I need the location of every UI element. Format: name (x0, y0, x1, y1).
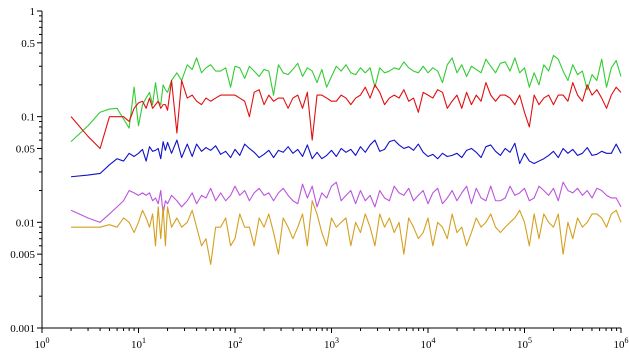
y-tick-label: 1 (30, 6, 36, 18)
x-tick-label: 101 (131, 336, 146, 351)
x-tick-label: 103 (324, 336, 339, 351)
y-tick-label: 0.001 (10, 323, 35, 335)
x-tick-label: 102 (228, 336, 243, 351)
y-tick-label: 0.1 (21, 112, 35, 124)
x-tick-label: 105 (517, 336, 532, 351)
y-tick-label: 0.5 (21, 38, 35, 50)
y-tick-label: 0.005 (10, 249, 35, 261)
series-group (70, 54, 622, 265)
series-line-5 (71, 200, 622, 265)
series-line-2 (70, 79, 622, 150)
x-ticks: 100 101 102 103 104 105 106 (35, 328, 629, 351)
y-tick-label: 0.01 (16, 217, 35, 229)
x-tick-label: 106 (614, 336, 629, 351)
series-line-3 (70, 139, 622, 178)
x-tick-label: 104 (421, 336, 436, 351)
series-line-4 (70, 181, 622, 223)
series-line-1 (70, 54, 622, 143)
y-tick-label: 0.05 (16, 143, 36, 155)
x-tick-label: 100 (35, 336, 50, 351)
y-ticks: 0.001 0.005 0.01 0.05 0.1 0.5 1 (10, 6, 42, 335)
